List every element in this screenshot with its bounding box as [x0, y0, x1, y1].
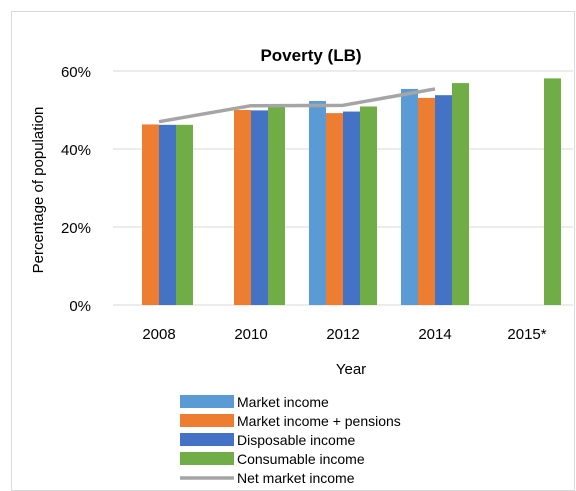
- legend-label: Net market income: [237, 470, 355, 484]
- x-axis-label: Year: [336, 361, 366, 378]
- bar: [452, 83, 469, 305]
- legend-swatch: [180, 414, 234, 427]
- bar: [418, 97, 435, 305]
- bar: [159, 124, 176, 305]
- bar: [234, 110, 251, 305]
- y-axis-label: Percentage of population: [30, 107, 47, 274]
- chart-title: Poverty (LB): [260, 46, 361, 65]
- x-tick-label: 2012: [326, 326, 359, 343]
- bar: [435, 95, 452, 306]
- x-tick-label: 2015*: [507, 326, 546, 343]
- bar: [343, 111, 360, 305]
- bars: [142, 78, 561, 306]
- bar: [360, 106, 377, 306]
- y-tick-label: 60%: [61, 64, 91, 81]
- legend: Market income Market income + pensions Dis…: [180, 394, 401, 484]
- legend-label: Market income + pensions: [237, 413, 401, 429]
- y-tick-label: 0%: [69, 298, 91, 315]
- legend-swatch: [180, 433, 234, 446]
- legend-label: Market income: [237, 394, 329, 410]
- bar: [142, 124, 159, 306]
- legend-label: Consumable income: [237, 451, 365, 467]
- bar: [251, 110, 268, 305]
- bar: [268, 106, 285, 305]
- legend-label: Disposable income: [237, 432, 355, 448]
- line-series: [158, 87, 436, 124]
- legend-swatch: [180, 395, 234, 408]
- line-net-market-income: [158, 87, 436, 124]
- x-tick-label: 2008: [142, 326, 175, 343]
- bar: [176, 124, 193, 305]
- bar: [401, 88, 418, 305]
- y-tick-label: 40%: [61, 142, 91, 159]
- x-tick-label: 2014: [418, 326, 451, 343]
- bar: [309, 101, 326, 305]
- y-tick-label: 20%: [61, 220, 91, 237]
- x-tick-label: 2010: [234, 326, 267, 343]
- bar: [326, 113, 343, 306]
- bar: [544, 78, 561, 305]
- tick-labels: 0% 20% 40% 60% 2008 2010 2012 2014 2015*: [61, 64, 547, 343]
- legend-swatch: [180, 452, 234, 465]
